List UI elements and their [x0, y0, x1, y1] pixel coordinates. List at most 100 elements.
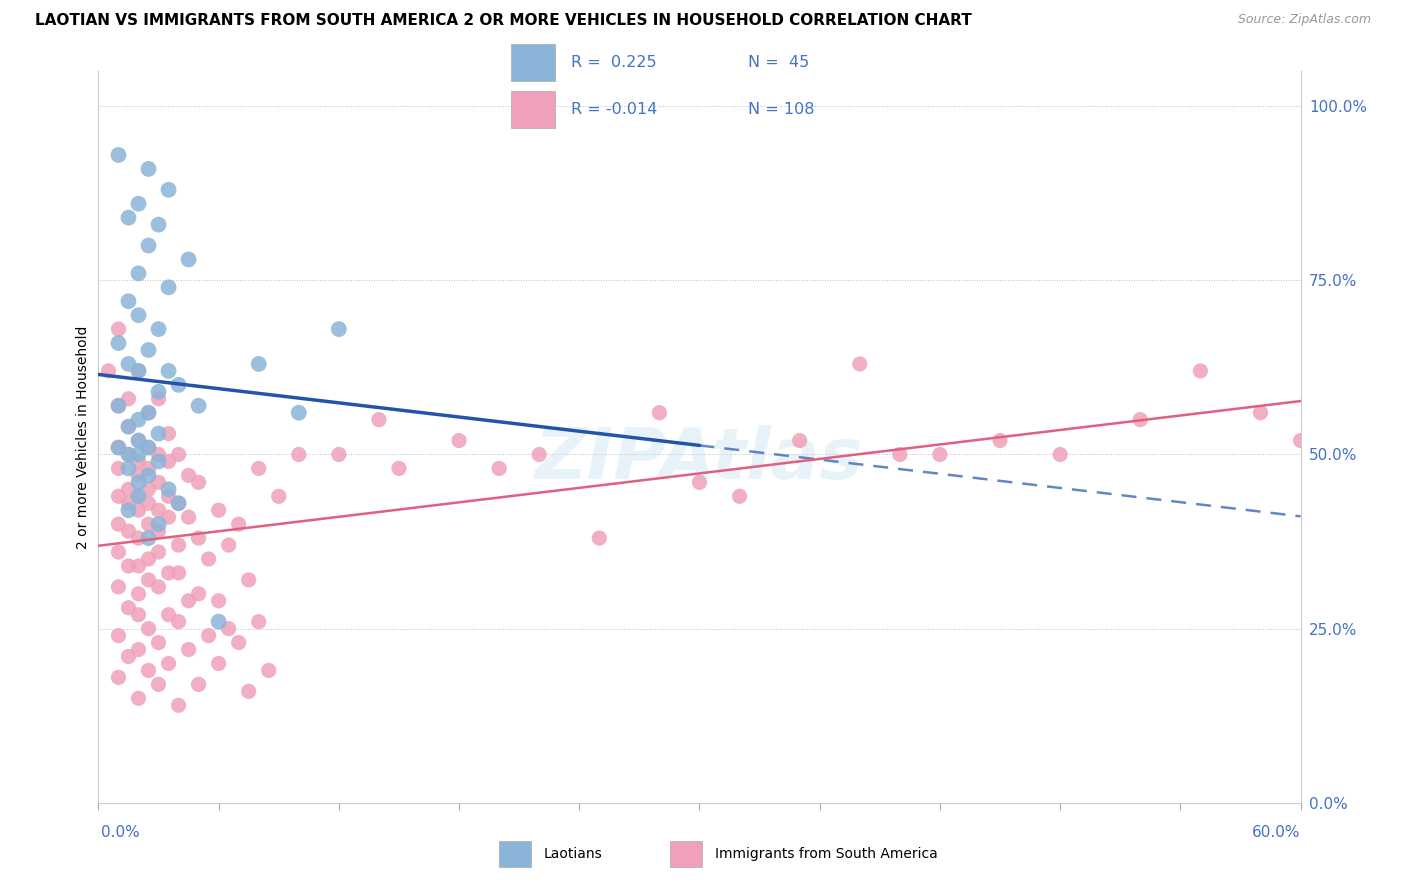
- Point: [228, 635, 250, 649]
- Point: [138, 531, 160, 545]
- Point: [148, 503, 170, 517]
- Point: [148, 218, 170, 232]
- Text: Source: ZipAtlas.com: Source: ZipAtlas.com: [1237, 13, 1371, 27]
- Point: [529, 448, 551, 462]
- Point: [148, 426, 170, 441]
- Point: [789, 434, 811, 448]
- Text: ZIPAtlas: ZIPAtlas: [536, 425, 863, 493]
- Point: [197, 552, 219, 566]
- Point: [1189, 364, 1212, 378]
- Point: [588, 531, 610, 545]
- Point: [117, 483, 139, 497]
- Point: [208, 615, 231, 629]
- Point: [187, 677, 209, 691]
- Point: [138, 406, 160, 420]
- Point: [117, 392, 139, 406]
- Bar: [512, 44, 555, 81]
- Point: [138, 461, 160, 475]
- Text: R = -0.014: R = -0.014: [571, 102, 658, 117]
- Point: [167, 566, 190, 580]
- Point: [988, 434, 1011, 448]
- Point: [167, 448, 190, 462]
- Point: [138, 552, 160, 566]
- Point: [488, 461, 510, 475]
- Point: [117, 448, 139, 462]
- Point: [138, 406, 160, 420]
- Point: [148, 322, 170, 336]
- Text: Immigrants from South America: Immigrants from South America: [716, 847, 938, 861]
- Point: [117, 558, 139, 573]
- Point: [128, 308, 150, 322]
- Point: [247, 461, 270, 475]
- Point: [148, 392, 170, 406]
- Text: N = 108: N = 108: [748, 102, 814, 117]
- Point: [889, 448, 911, 462]
- Text: N =  45: N = 45: [748, 54, 808, 70]
- Point: [328, 322, 350, 336]
- Point: [117, 357, 139, 371]
- Point: [157, 607, 180, 622]
- Point: [107, 545, 129, 559]
- Point: [247, 615, 270, 629]
- Point: [107, 629, 129, 643]
- Point: [218, 622, 240, 636]
- Point: [328, 448, 350, 462]
- Point: [107, 580, 129, 594]
- Point: [107, 399, 129, 413]
- Point: [128, 364, 150, 378]
- Point: [128, 489, 150, 503]
- Point: [148, 580, 170, 594]
- Point: [148, 677, 170, 691]
- Bar: [512, 91, 555, 128]
- Point: [107, 441, 129, 455]
- Point: [107, 336, 129, 351]
- Point: [138, 343, 160, 357]
- Point: [257, 664, 280, 678]
- Point: [218, 538, 240, 552]
- Bar: [671, 840, 702, 867]
- Text: R =  0.225: R = 0.225: [571, 54, 657, 70]
- Point: [688, 475, 710, 490]
- Point: [107, 148, 129, 162]
- Point: [148, 545, 170, 559]
- Point: [1049, 448, 1071, 462]
- Point: [148, 517, 170, 532]
- Point: [107, 441, 129, 455]
- Point: [148, 635, 170, 649]
- Point: [187, 475, 209, 490]
- Point: [157, 489, 180, 503]
- Point: [107, 489, 129, 503]
- Point: [138, 573, 160, 587]
- Point: [128, 434, 150, 448]
- Point: [128, 587, 150, 601]
- Point: [138, 468, 160, 483]
- Point: [128, 448, 150, 462]
- Point: [1289, 434, 1312, 448]
- Point: [148, 475, 170, 490]
- Point: [157, 483, 180, 497]
- Point: [128, 412, 150, 426]
- Point: [208, 503, 231, 517]
- Point: [167, 538, 190, 552]
- Point: [128, 468, 150, 483]
- Text: 60.0%: 60.0%: [1253, 825, 1301, 840]
- Point: [128, 454, 150, 468]
- Point: [267, 489, 290, 503]
- Point: [228, 517, 250, 532]
- Point: [388, 461, 411, 475]
- Point: [128, 489, 150, 503]
- Point: [187, 399, 209, 413]
- Point: [138, 238, 160, 252]
- Point: [157, 454, 180, 468]
- Point: [138, 441, 160, 455]
- Point: [138, 517, 160, 532]
- Point: [167, 496, 190, 510]
- Point: [117, 294, 139, 309]
- Point: [107, 517, 129, 532]
- Point: [238, 684, 260, 698]
- Point: [117, 419, 139, 434]
- Point: [138, 664, 160, 678]
- Point: [197, 629, 219, 643]
- Point: [117, 419, 139, 434]
- Text: Laotians: Laotians: [544, 847, 603, 861]
